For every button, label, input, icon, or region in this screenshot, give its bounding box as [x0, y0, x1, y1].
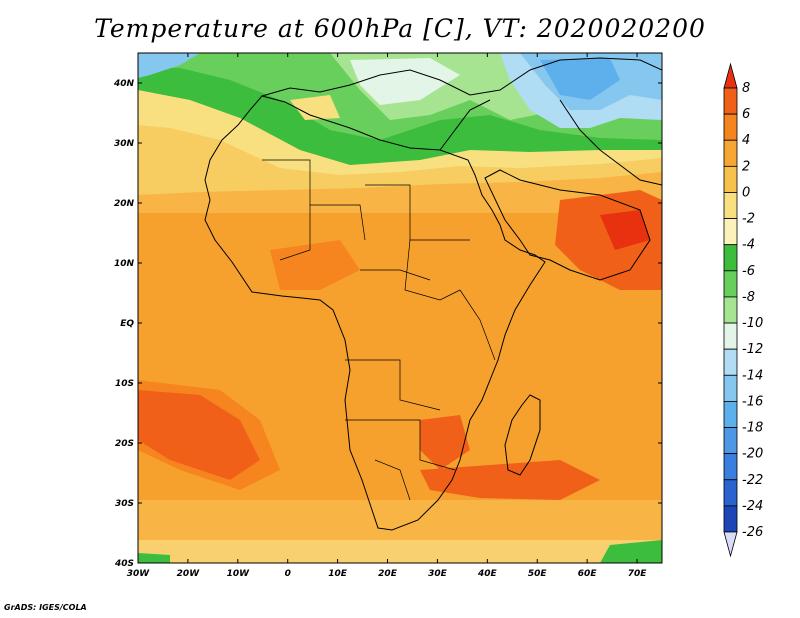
- lat-tick-label: 40S: [114, 559, 134, 569]
- colorbar-label: 2: [742, 159, 750, 174]
- colorbar-segment: [723, 192, 738, 219]
- lat-tick-label: 20S: [115, 439, 134, 449]
- colorbar-segment: [723, 113, 738, 141]
- colorbar-segment: [723, 165, 738, 193]
- colorbar-segment: [723, 139, 738, 167]
- lon-tick-label: 10E: [328, 569, 348, 579]
- colorbar-label: -22: [742, 473, 763, 488]
- colorbar-label: -10: [742, 316, 763, 331]
- colorbar-segment: [723, 401, 738, 428]
- europe-asia-coastline: [261, 57, 662, 97]
- lon-tick-label: 50E: [528, 569, 548, 579]
- colorbar: 8 6 4 2 0 -2 -4 -6 -8 -10 -12 -14 -16 -18 -20 -22 -24 -26: [723, 62, 763, 558]
- colorbar-label: -14: [742, 368, 763, 383]
- colorbar-bottom-arrow: [723, 531, 738, 558]
- colorbar-label: -6: [742, 264, 755, 279]
- colorbar-segment: [723, 218, 738, 246]
- colorbar-label: -4: [742, 238, 755, 253]
- grads-credit: GrADS: IGES/COLA: [4, 603, 87, 612]
- lat-tick-label: 40N: [113, 79, 135, 89]
- colorbar-label: -20: [742, 447, 763, 462]
- map-title: Temperature at 600hPa [C], VT: 202002020…: [94, 14, 706, 43]
- lon-tick-label: 60E: [578, 569, 598, 579]
- arabia-coastline: [484, 169, 651, 281]
- lat-tick-label: 10N: [114, 259, 135, 269]
- lon-tick-label: 20E: [378, 569, 398, 579]
- lat-tick-label: 30N: [114, 139, 135, 149]
- lon-tick-label: 10W: [227, 569, 251, 579]
- colorbar-segment: [723, 505, 738, 533]
- lon-tick-label: 0: [285, 569, 291, 579]
- longitude-ticks: 30W 20W 10W 0 10E 20E 30E 40E 50E 60E 70E: [127, 53, 647, 579]
- lon-tick-label: 70E: [628, 569, 648, 579]
- colorbar-label: -12: [742, 342, 763, 357]
- colorbar-label: -8: [742, 290, 755, 305]
- colorbar-segment: [723, 270, 738, 298]
- colorbar-label: -16: [742, 394, 763, 409]
- colorbar-label: 8: [742, 81, 750, 96]
- lat-tick-label: 20N: [114, 199, 135, 209]
- lat-tick-label: 10S: [115, 379, 134, 389]
- colorbar-label: -18: [742, 421, 763, 436]
- colorbar-label: 0: [742, 185, 750, 200]
- coastlines: [204, 57, 662, 531]
- lon-tick-label: 40E: [477, 569, 498, 579]
- latitude-ticks: 40N 30N 20N 10N EQ 10S 20S 30S 40S: [113, 79, 662, 569]
- colorbar-label: 6: [742, 107, 750, 122]
- temperature-field: [138, 53, 662, 563]
- colorbar-label: -2: [742, 212, 755, 227]
- colorbar-label: 4: [742, 133, 750, 148]
- lon-tick-label: 30E: [428, 569, 448, 579]
- colorbar-segment: [723, 427, 738, 455]
- lat-tick-label: EQ: [120, 319, 134, 329]
- colorbar-segment: [723, 479, 738, 507]
- madagascar-coastline: [504, 394, 541, 476]
- colorbar-segment: [723, 374, 738, 402]
- colorbar-label: -24: [742, 499, 763, 514]
- country-borders: [262, 159, 496, 501]
- lon-tick-label: 20W: [177, 569, 201, 579]
- colorbar-segment: [723, 244, 738, 272]
- map-frame: [137, 52, 663, 564]
- lon-tick-label: 30W: [127, 569, 151, 579]
- colorbar-label: -26: [742, 525, 763, 540]
- colorbar-segment: [723, 296, 738, 324]
- lat-tick-label: 30S: [115, 499, 134, 509]
- colorbar-segment: [723, 348, 738, 376]
- colorbar-segment: [723, 87, 738, 115]
- colorbar-top-arrow: [723, 62, 738, 89]
- colorbar-segment: [723, 453, 738, 481]
- africa-coastline: [204, 95, 546, 531]
- colorbar-segment: [723, 322, 738, 350]
